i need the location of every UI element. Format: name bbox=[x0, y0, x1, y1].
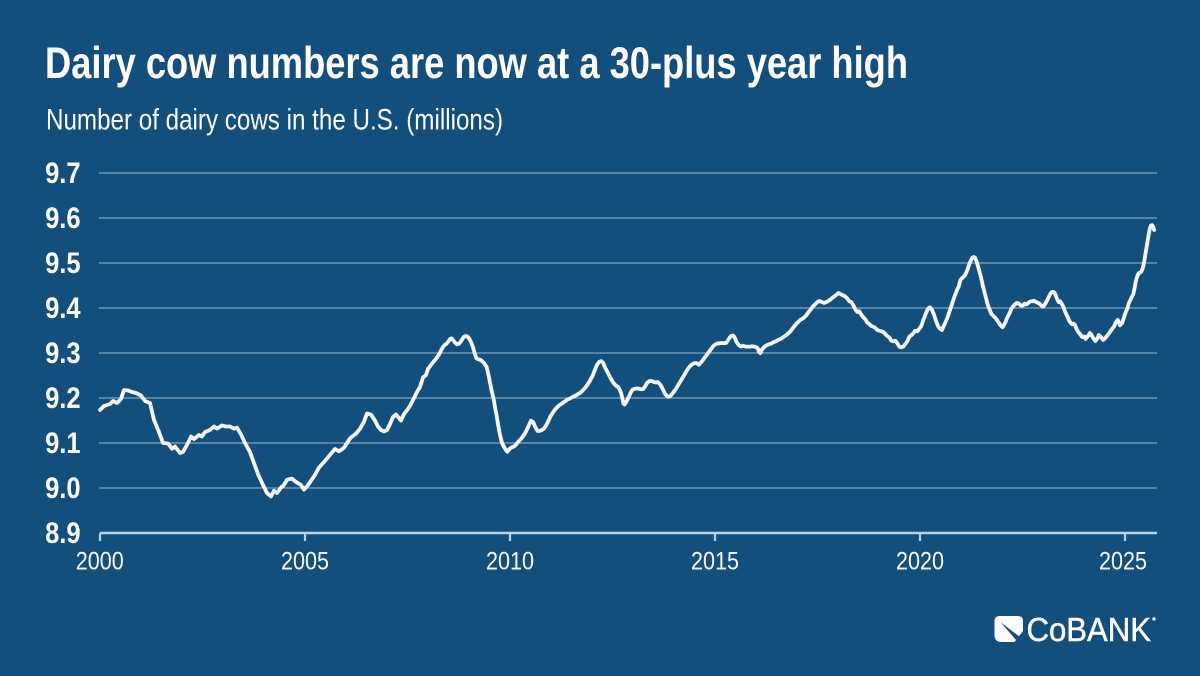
svg-text:2005: 2005 bbox=[281, 548, 329, 576]
svg-text:9.5: 9.5 bbox=[45, 247, 81, 280]
svg-text:9.4: 9.4 bbox=[45, 292, 81, 325]
svg-text:Dairy cow numbers are now at a: Dairy cow numbers are now at a 30-plus y… bbox=[45, 39, 908, 88]
svg-text:9.7: 9.7 bbox=[45, 157, 81, 190]
svg-text:Number of dairy cows in the U.: Number of dairy cows in the U.S. (millio… bbox=[46, 104, 503, 137]
svg-text:2010: 2010 bbox=[486, 548, 534, 576]
svg-text:CoBANK: CoBANK bbox=[1027, 611, 1152, 648]
svg-text:9.0: 9.0 bbox=[45, 472, 81, 505]
svg-text:9.1: 9.1 bbox=[45, 427, 81, 460]
svg-text:2025: 2025 bbox=[1099, 548, 1147, 576]
svg-text:8.9: 8.9 bbox=[45, 517, 81, 550]
svg-text:9.6: 9.6 bbox=[45, 202, 81, 235]
svg-text:9.2: 9.2 bbox=[45, 382, 81, 415]
svg-text:2000: 2000 bbox=[76, 548, 124, 576]
svg-text:2015: 2015 bbox=[691, 548, 739, 576]
svg-text:9.3: 9.3 bbox=[45, 337, 81, 370]
svg-text:2020: 2020 bbox=[896, 548, 944, 576]
